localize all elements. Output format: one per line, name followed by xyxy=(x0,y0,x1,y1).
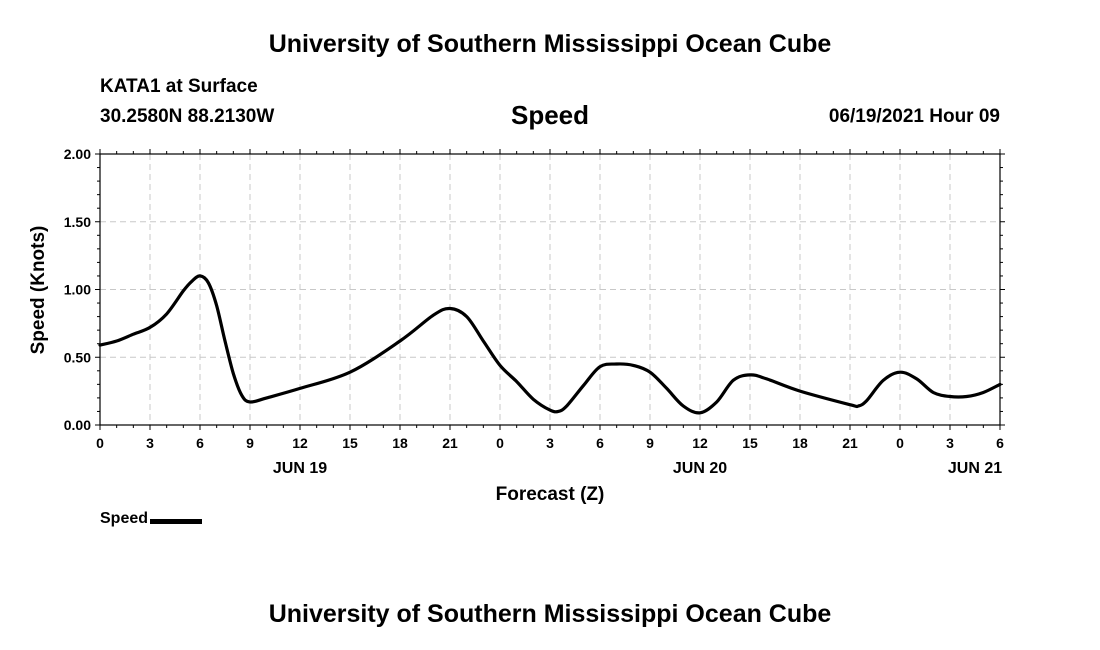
x-axis-label: Forecast (Z) xyxy=(496,484,605,505)
x-tick-label: 6 xyxy=(596,435,604,451)
date-label: JUN 21 xyxy=(948,460,1002,477)
page-title: University of Southern Mississippi Ocean… xyxy=(268,30,832,58)
x-tick-label: 0 xyxy=(496,435,504,451)
date-label: JUN 19 xyxy=(273,460,327,477)
coordinates-label: 30.2580N 88.2130W xyxy=(100,106,275,127)
x-tick-label: 3 xyxy=(946,435,954,451)
x-tick-label: 18 xyxy=(392,435,408,451)
y-tick-label: 1.00 xyxy=(64,282,91,298)
y-tick-label: 2.00 xyxy=(64,146,91,162)
x-tick-label: 9 xyxy=(646,435,654,451)
x-tick-label: 15 xyxy=(342,435,358,451)
station-label: KATA1 at Surface xyxy=(100,76,258,97)
x-tick-label: 21 xyxy=(442,435,458,451)
x-tick-label: 3 xyxy=(146,435,154,451)
legend-label: Speed xyxy=(100,510,149,527)
x-tick-label: 21 xyxy=(842,435,858,451)
x-tick-label: 15 xyxy=(742,435,758,451)
tick-layer: 0 3 6 9 12 15 18 21 0 3 6 9 12 15 18 21 0 3 6 0.00 0.50 1.00 1… xyxy=(64,146,1005,477)
x-tick-label: 12 xyxy=(292,435,308,451)
x-tick-label: 6 xyxy=(996,435,1004,451)
x-tick-label: 12 xyxy=(692,435,708,451)
x-tick-label: 0 xyxy=(96,435,104,451)
series-layer xyxy=(98,274,1002,415)
y-tick-label: 1.50 xyxy=(64,214,91,230)
x-tick-label: 6 xyxy=(196,435,204,451)
legend-swatch xyxy=(150,518,203,524)
series-line-speed xyxy=(98,274,1002,415)
x-tick-label: 9 xyxy=(246,435,254,451)
grid-layer xyxy=(100,154,1000,425)
datetime-label: 06/19/2021 Hour 09 xyxy=(828,106,1000,127)
date-label: JUN 20 xyxy=(673,460,727,477)
variable-title: Speed xyxy=(510,100,590,130)
y-axis-label: Speed (Knots) xyxy=(28,226,49,355)
y-tick-label: 0.00 xyxy=(64,417,91,433)
y-tick-label: 0.50 xyxy=(64,349,91,365)
x-tick-label: 3 xyxy=(546,435,554,451)
x-tick-label: 18 xyxy=(792,435,808,451)
legend: Speed xyxy=(100,510,203,528)
x-tick-label: 0 xyxy=(896,435,904,451)
footer-title: University of Southern Mississippi Ocean… xyxy=(268,600,832,628)
